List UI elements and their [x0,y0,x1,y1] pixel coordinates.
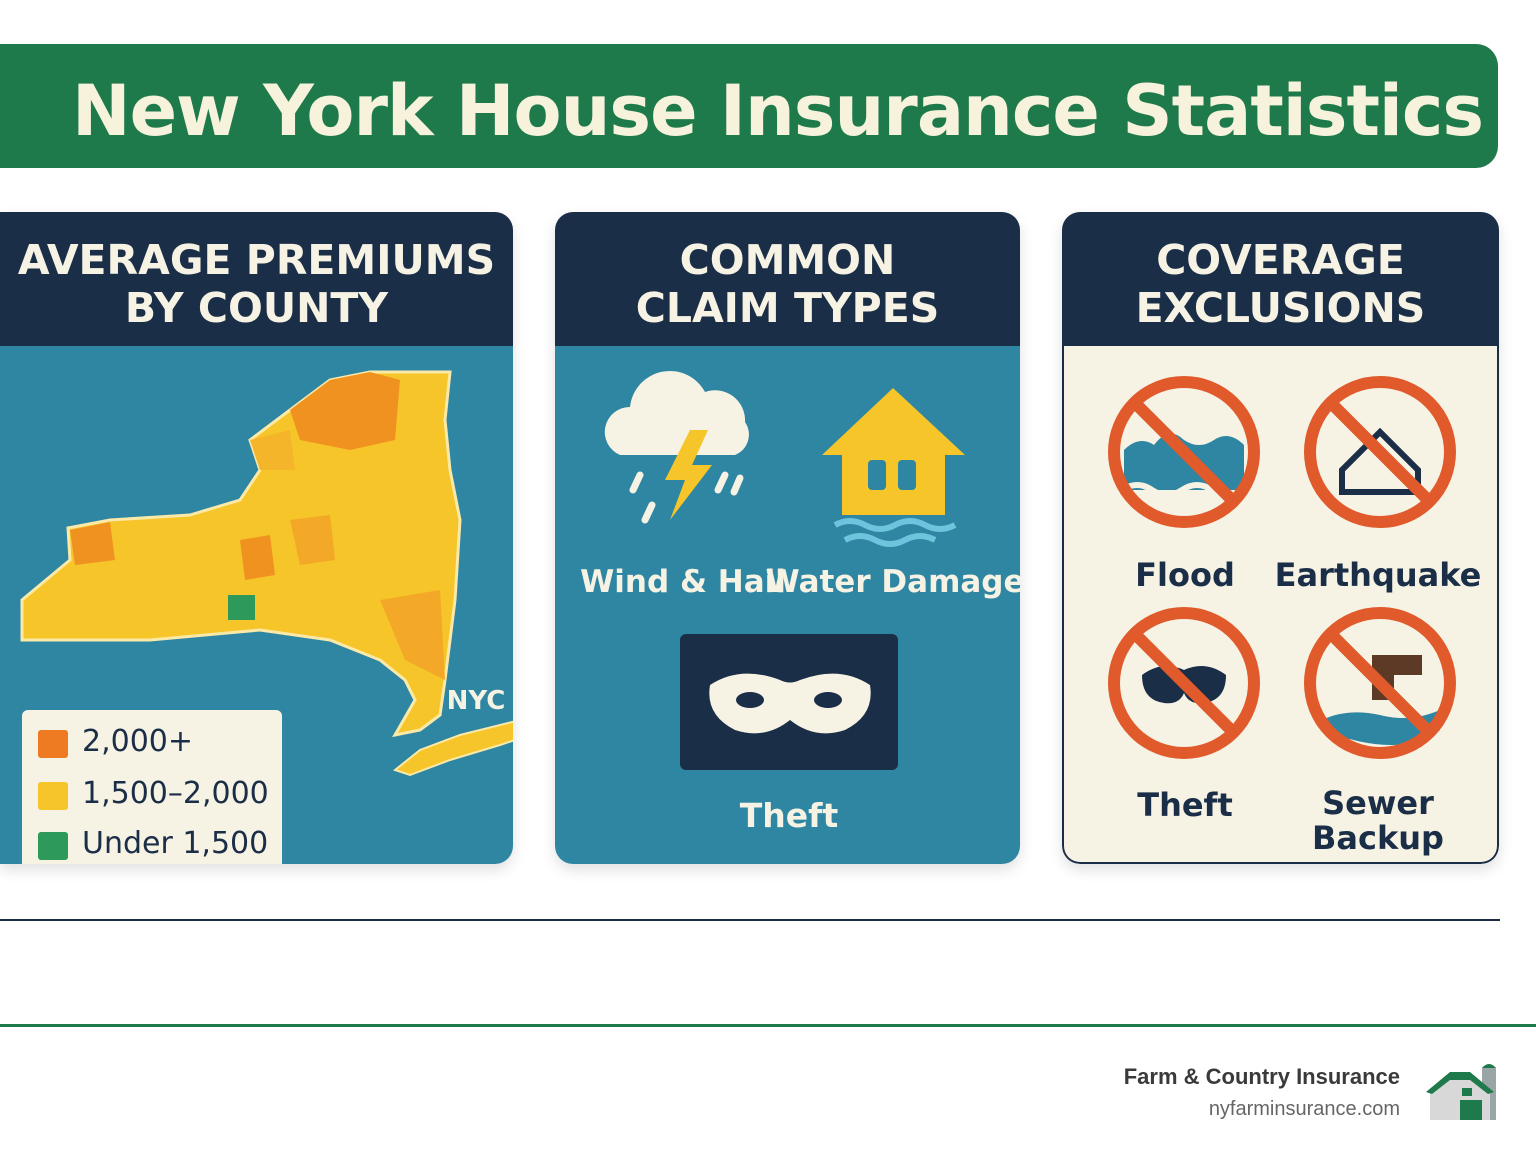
exclusions-panel: COVERAGE EXCLUSIONS Flood Earthquake Thef… [1062,212,1499,864]
claim-label: Water Damage [765,564,1020,600]
exclusion-icons [1108,376,1456,759]
exclusion-label: Flood [1135,556,1235,594]
footer-divider [0,1024,1536,1027]
heading-line: CLAIM TYPES [635,284,940,332]
label-line: Backup [1312,819,1444,857]
label-line: Sewer [1322,784,1434,822]
panel-body: Wind & Hail Water Damage Theft [555,346,1020,864]
barn-logo [1426,1064,1496,1120]
panel-body: Flood Earthquake Theft Sewer Backup [1062,346,1499,864]
heading-line: COVERAGE [1156,236,1405,284]
panel-header: COVERAGE EXCLUSIONS [1062,212,1499,346]
legend-swatch [38,730,68,758]
exclusion-label: Theft [1137,786,1233,824]
heading-line: AVERAGE PREMIUMS [17,236,496,284]
ny-map [20,370,513,777]
claim-label: Theft [739,796,839,835]
divider [0,919,1500,921]
claims-panel: COMMON CLAIM TYPES Wind & Hail Water Dama… [555,212,1020,864]
panel-header: COMMON CLAIM TYPES [555,212,1020,346]
heading-line: BY COUNTY [124,284,389,332]
legend-label: 2,000+ [82,724,194,759]
map-label: NYC [446,686,506,716]
legend-swatch [38,832,68,860]
legend-swatch [38,782,68,810]
legend: 2,000+ 1,500–2,000 Under 1,500 [22,710,282,864]
legend-label: 1,500–2,000 [82,776,269,811]
title: New York House Insurance Statistics [72,70,1484,152]
legend-label: Under 1,500 [82,826,269,861]
panel-header: AVERAGE PREMIUMS BY COUNTY [0,212,513,346]
claim-icons [604,370,965,770]
title-bar: New York House Insurance Statistics [0,44,1498,168]
heading-line: EXCLUSIONS [1135,284,1426,332]
exclusion-label: Earthquake [1274,556,1482,594]
heading-line: COMMON [679,236,896,284]
panel-body: NYC 2,000+ 1,500–2,000 Under 1,500 [0,346,513,864]
exclusion-label: Sewer Backup [1312,786,1444,856]
premiums-panel: AVERAGE PREMIUMS BY COUNTY NYC 2,000+ 1,5… [0,212,513,864]
claim-label: Wind & Hail [580,564,786,600]
website: nyfarminsurance.com [1208,1098,1400,1120]
company-name: Farm & Country Insurance [1123,1064,1400,1089]
